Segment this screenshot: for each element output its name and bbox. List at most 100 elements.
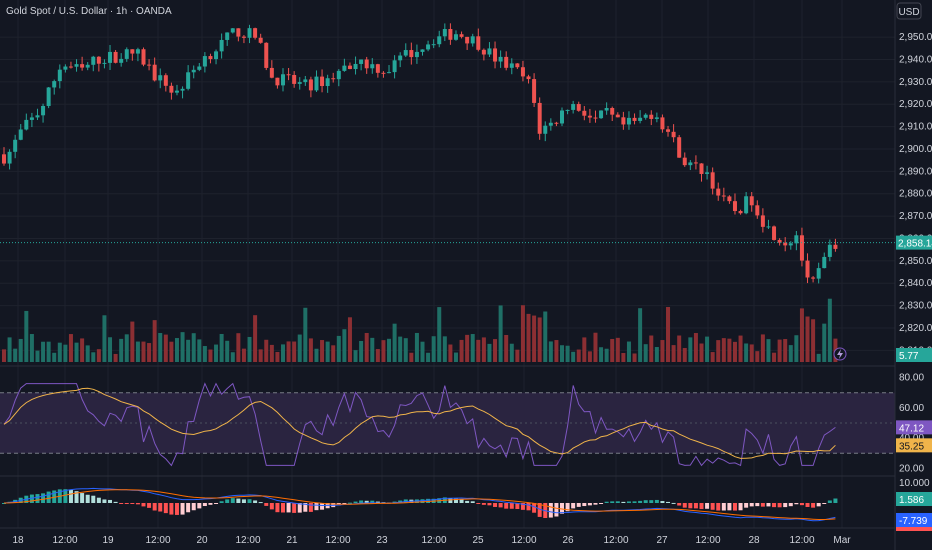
candle-body	[833, 244, 838, 249]
candle-body	[626, 117, 631, 125]
macd-histogram-bar	[682, 503, 687, 508]
candle-body	[744, 196, 749, 214]
candle-body	[615, 114, 620, 118]
candle-body	[749, 196, 754, 206]
volume-bar	[677, 335, 682, 362]
volume-bar	[721, 338, 726, 362]
currency-button[interactable]: USD	[896, 2, 922, 20]
macd-histogram-bar	[509, 503, 514, 509]
volume-bar	[749, 344, 754, 362]
volume-bar	[24, 310, 29, 362]
macd-line-badge: -7.739	[896, 513, 932, 527]
macd-axis[interactable]: 10.000	[899, 478, 930, 489]
candle-body	[560, 110, 564, 124]
macd-histogram-bar	[219, 501, 224, 503]
macd-histogram-bar	[108, 499, 113, 503]
macd-histogram-bar	[576, 503, 581, 507]
macd-histogram-bar	[202, 503, 207, 507]
macd-histogram-bar	[286, 503, 291, 513]
macd-histogram-bar	[822, 503, 827, 504]
rsi-badge: 47.12	[896, 420, 932, 435]
volume-bar	[504, 334, 509, 362]
volume-bar	[593, 332, 598, 362]
candle-body	[325, 78, 330, 87]
volume-bar	[197, 339, 202, 362]
time-tick-label: Mar	[833, 535, 851, 546]
volume-bar	[576, 349, 581, 362]
time-axis[interactable]: 18 12:00 19 12:00 20 12:00 21 12:00 23 12:00 25 12:…	[12, 535, 851, 546]
macd-histogram-bar	[465, 500, 470, 503]
macd-line	[3, 487, 836, 522]
volume-bar	[258, 349, 263, 362]
candle-body	[772, 226, 777, 240]
macd-histogram-bar	[693, 503, 698, 509]
candle-body	[526, 76, 531, 80]
volume-bar	[660, 340, 665, 362]
candle-body	[241, 36, 246, 38]
macd-histogram-bar	[772, 503, 777, 508]
macd-histogram-bar	[504, 503, 509, 509]
time-tick-label: 23	[376, 535, 388, 546]
volume-bar	[219, 333, 224, 362]
candle-body	[331, 78, 336, 80]
macd-histogram-bar	[420, 499, 425, 503]
macd-histogram-bar	[615, 501, 620, 503]
volume-bar	[353, 350, 358, 362]
volume-bar	[671, 345, 676, 362]
volume-bar	[481, 337, 486, 362]
volume-bar	[169, 341, 174, 362]
volume-bar	[52, 352, 57, 362]
time-tick-label: 26	[562, 535, 574, 546]
rsi-panel	[3, 382, 836, 467]
volume-bar	[621, 352, 626, 362]
volume-bar	[520, 305, 525, 362]
volume-bar	[314, 348, 319, 362]
macd-histogram-bar	[91, 495, 96, 503]
price-tick-label: 2,940.000	[899, 54, 932, 65]
volume-bar	[599, 347, 604, 362]
volume-bar	[186, 339, 191, 362]
volume-bar	[359, 340, 364, 362]
candle-body	[710, 172, 715, 189]
time-tick-label: 27	[656, 535, 668, 546]
volume-bar	[124, 334, 129, 362]
macd-histogram-bar	[342, 503, 347, 504]
candle-body	[74, 64, 79, 67]
rsi-band	[0, 392, 895, 454]
candle-body	[442, 29, 447, 37]
rsi-tick-label: 20.00	[899, 463, 924, 474]
volume-bar	[409, 352, 414, 362]
candle-body	[621, 117, 626, 125]
volume-bar	[214, 344, 219, 362]
lightning-icon[interactable]	[833, 347, 847, 361]
candle-body	[654, 117, 659, 119]
volume-bar	[437, 307, 442, 362]
macd-histogram-bar	[459, 499, 464, 503]
macd-histogram-bar	[63, 489, 68, 503]
macd-histogram-bar	[727, 503, 732, 511]
rsi-tick-label: 60.00	[899, 403, 924, 414]
volume-bar	[426, 352, 431, 362]
candle-body	[537, 102, 542, 134]
candle-body	[24, 119, 29, 130]
volume-bar	[448, 344, 453, 362]
macd-histogram-bar	[85, 494, 90, 503]
candlesticks	[2, 23, 838, 284]
time-tick-label: 12:00	[52, 535, 77, 546]
macd-histogram-bar	[554, 503, 559, 517]
macd-histogram-bar	[699, 503, 704, 510]
volume-bar	[286, 341, 291, 362]
price-tick-label: 2,830.000	[899, 301, 932, 312]
candle-body	[571, 104, 576, 110]
time-tick-label: 28	[748, 535, 760, 546]
candle-body	[799, 235, 804, 261]
candle-body	[124, 49, 129, 59]
price-axis[interactable]: 2,950.000 2,940.000 2,930.000 2,920.000 2,91…	[899, 32, 932, 356]
volume-bar	[336, 335, 341, 362]
macd-histogram-bar	[805, 503, 810, 507]
volume-bar	[68, 334, 73, 362]
macd-histogram-bar	[230, 498, 235, 503]
candle-body	[85, 64, 90, 68]
volume-bar	[7, 337, 12, 362]
